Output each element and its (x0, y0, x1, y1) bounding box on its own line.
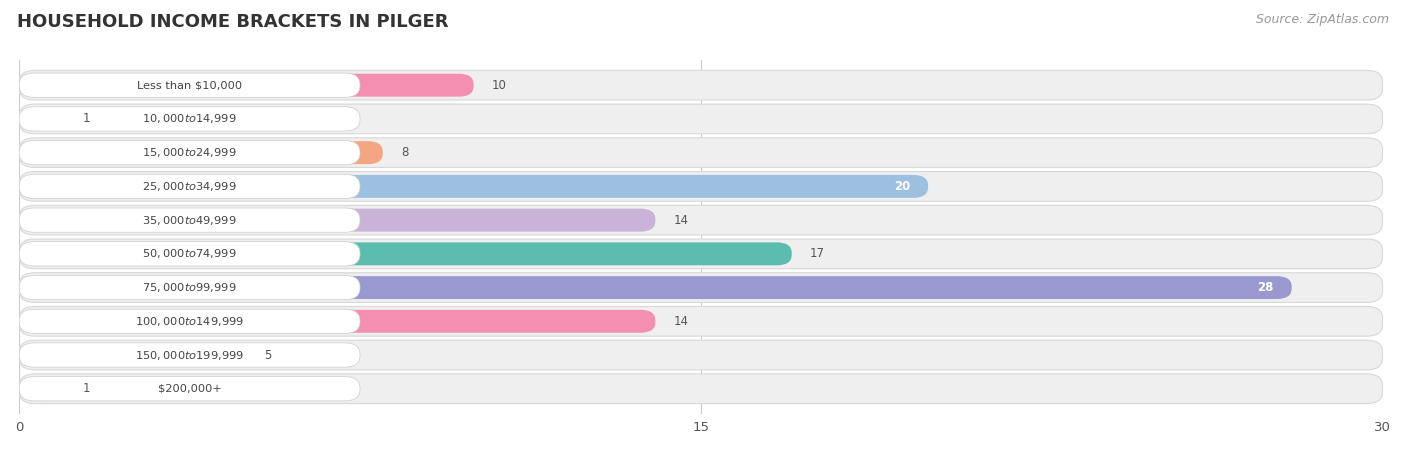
Text: $35,000 to $49,999: $35,000 to $49,999 (142, 214, 236, 227)
FancyBboxPatch shape (20, 74, 474, 97)
Text: $25,000 to $34,999: $25,000 to $34,999 (142, 180, 236, 193)
Text: $50,000 to $74,999: $50,000 to $74,999 (142, 247, 236, 260)
FancyBboxPatch shape (20, 374, 1382, 404)
FancyBboxPatch shape (20, 276, 1292, 299)
FancyBboxPatch shape (20, 104, 1382, 134)
FancyBboxPatch shape (20, 209, 655, 232)
Text: 28: 28 (1257, 281, 1274, 294)
FancyBboxPatch shape (20, 107, 65, 130)
FancyBboxPatch shape (20, 242, 792, 265)
FancyBboxPatch shape (20, 73, 360, 97)
Text: 1: 1 (83, 112, 90, 125)
FancyBboxPatch shape (20, 172, 1382, 201)
FancyBboxPatch shape (20, 239, 1382, 269)
FancyBboxPatch shape (20, 141, 382, 164)
FancyBboxPatch shape (20, 138, 1382, 167)
FancyBboxPatch shape (20, 242, 360, 266)
FancyBboxPatch shape (20, 309, 360, 334)
Text: 5: 5 (264, 348, 271, 361)
Text: 14: 14 (673, 315, 689, 328)
Text: Source: ZipAtlas.com: Source: ZipAtlas.com (1256, 13, 1389, 26)
FancyBboxPatch shape (20, 175, 928, 198)
FancyBboxPatch shape (20, 275, 360, 300)
FancyBboxPatch shape (20, 307, 1382, 336)
FancyBboxPatch shape (20, 70, 1382, 100)
FancyBboxPatch shape (20, 310, 655, 333)
FancyBboxPatch shape (20, 208, 360, 232)
Text: $200,000+: $200,000+ (157, 384, 222, 394)
FancyBboxPatch shape (20, 107, 360, 131)
Text: $15,000 to $24,999: $15,000 to $24,999 (142, 146, 236, 159)
FancyBboxPatch shape (20, 340, 1382, 370)
Text: 20: 20 (894, 180, 910, 193)
FancyBboxPatch shape (20, 141, 360, 165)
Text: 14: 14 (673, 214, 689, 227)
Text: $100,000 to $149,999: $100,000 to $149,999 (135, 315, 245, 328)
Text: HOUSEHOLD INCOME BRACKETS IN PILGER: HOUSEHOLD INCOME BRACKETS IN PILGER (17, 13, 449, 31)
Text: 8: 8 (401, 146, 408, 159)
FancyBboxPatch shape (20, 273, 1382, 303)
Text: $150,000 to $199,999: $150,000 to $199,999 (135, 348, 245, 361)
FancyBboxPatch shape (20, 343, 360, 367)
Text: Less than $10,000: Less than $10,000 (136, 80, 242, 90)
Text: 1: 1 (83, 382, 90, 395)
FancyBboxPatch shape (20, 343, 246, 366)
FancyBboxPatch shape (20, 205, 1382, 235)
Text: $10,000 to $14,999: $10,000 to $14,999 (142, 112, 236, 125)
FancyBboxPatch shape (20, 377, 360, 401)
Text: 10: 10 (492, 79, 506, 92)
Text: $75,000 to $99,999: $75,000 to $99,999 (142, 281, 236, 294)
Text: 17: 17 (810, 247, 825, 260)
FancyBboxPatch shape (20, 377, 65, 400)
FancyBboxPatch shape (20, 174, 360, 198)
